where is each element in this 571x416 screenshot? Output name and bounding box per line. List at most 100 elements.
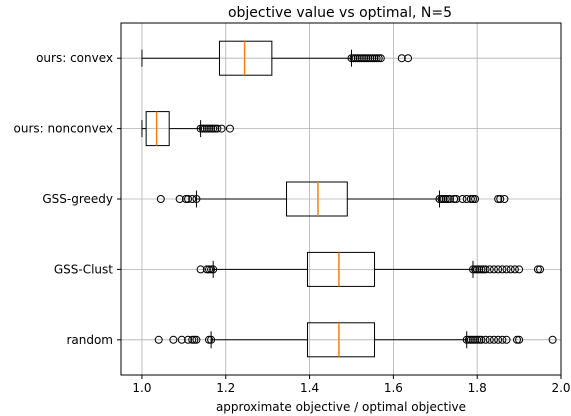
flier-point [494, 195, 503, 203]
flier-point [502, 335, 511, 344]
flier-point [450, 195, 459, 203]
boxplot-1 [141, 111, 234, 147]
flier-point [209, 265, 218, 274]
flier-point [485, 335, 494, 344]
flier-point [169, 335, 178, 344]
flier-point [207, 335, 216, 344]
flier-point [370, 54, 379, 63]
x-axis-label: approximate objective / optimal objectiv… [216, 400, 466, 414]
flier-point [441, 195, 450, 203]
flier-point [192, 195, 201, 203]
flier-point [515, 335, 524, 344]
flier-point [351, 54, 360, 63]
boxplot-3 [196, 251, 545, 287]
flier-point [498, 265, 507, 274]
box-layer [141, 40, 557, 358]
flier-point [500, 195, 509, 203]
flier-point [372, 54, 381, 63]
flier-point [471, 195, 480, 203]
flier-point [462, 335, 471, 344]
y-tick-label: GSS-greedy [42, 192, 113, 206]
flier-point [217, 124, 226, 133]
flier-point [498, 335, 507, 344]
box [218, 40, 273, 76]
flier-point [188, 335, 197, 344]
flier-point [207, 124, 216, 133]
flier-point [205, 124, 213, 133]
x-tick-label: 1.4 [300, 381, 319, 395]
flier-point [181, 195, 190, 203]
flier-point [502, 265, 511, 274]
flier-point [496, 195, 505, 203]
flier-point [177, 335, 186, 344]
flier-point [376, 54, 385, 63]
flier-point [355, 54, 364, 63]
x-tick-label: 1.8 [468, 381, 487, 395]
flier-point [494, 265, 503, 274]
flier-point [489, 265, 498, 274]
flier-point [225, 124, 234, 133]
boxplot-0 [141, 40, 413, 76]
flier-point [548, 335, 557, 344]
flier-point [437, 195, 446, 203]
flier-point [364, 54, 373, 63]
flier-point [473, 265, 482, 274]
flier-point [362, 54, 371, 63]
flier-point [473, 335, 482, 344]
flier-point [211, 124, 220, 133]
box [286, 181, 348, 217]
flier-point [196, 124, 205, 133]
flier-point [464, 335, 473, 344]
y-tick-label: ours: nonconvex [14, 122, 113, 136]
flier-point [466, 335, 475, 344]
flier-point [200, 124, 209, 133]
flier-point [481, 335, 490, 344]
flier-point [458, 195, 467, 203]
flier-point [175, 195, 184, 203]
flier-point [397, 54, 406, 63]
x-tick-label: 1.2 [216, 381, 235, 395]
flier-point [192, 335, 201, 344]
flier-point [510, 265, 519, 274]
box [306, 251, 376, 287]
box [306, 322, 376, 358]
flier-point [202, 265, 211, 274]
flier-point [469, 265, 477, 274]
flier-point [357, 54, 366, 63]
flier-point [466, 195, 475, 203]
flier-point [349, 54, 358, 63]
x-tick-label: 1.6 [384, 381, 403, 395]
box [145, 111, 170, 147]
flier-point [479, 265, 488, 274]
flier-point [435, 195, 444, 203]
flier-point [443, 195, 452, 203]
flier-point [533, 265, 542, 274]
flier-point [347, 54, 356, 63]
flier-point [475, 335, 484, 344]
flier-point [452, 195, 461, 203]
flier-point [489, 335, 498, 344]
flier-point [205, 265, 213, 274]
flier-point [196, 265, 205, 274]
flier-point [209, 124, 218, 133]
flier-point [513, 335, 521, 344]
flier-point [481, 265, 490, 274]
flier-point [188, 195, 197, 203]
flier-point [536, 265, 545, 274]
y-tick-label: random [66, 333, 113, 347]
flier-point [360, 54, 369, 63]
boxplot-2 [156, 181, 509, 217]
flier-point [190, 335, 199, 344]
flier-point [485, 265, 494, 274]
flier-point [156, 195, 165, 203]
flier-point [154, 335, 163, 344]
axis-layer: 1.0 1.2 1.4 1.6 1.8 2.0 ours: convex ours: nonc… [14, 51, 571, 395]
flier-point [471, 335, 480, 344]
flier-point [515, 265, 524, 274]
flier-point [462, 195, 471, 203]
flier-point [198, 124, 207, 133]
flier-point [374, 54, 383, 63]
flier-point [184, 335, 193, 344]
flier-point [469, 335, 477, 344]
